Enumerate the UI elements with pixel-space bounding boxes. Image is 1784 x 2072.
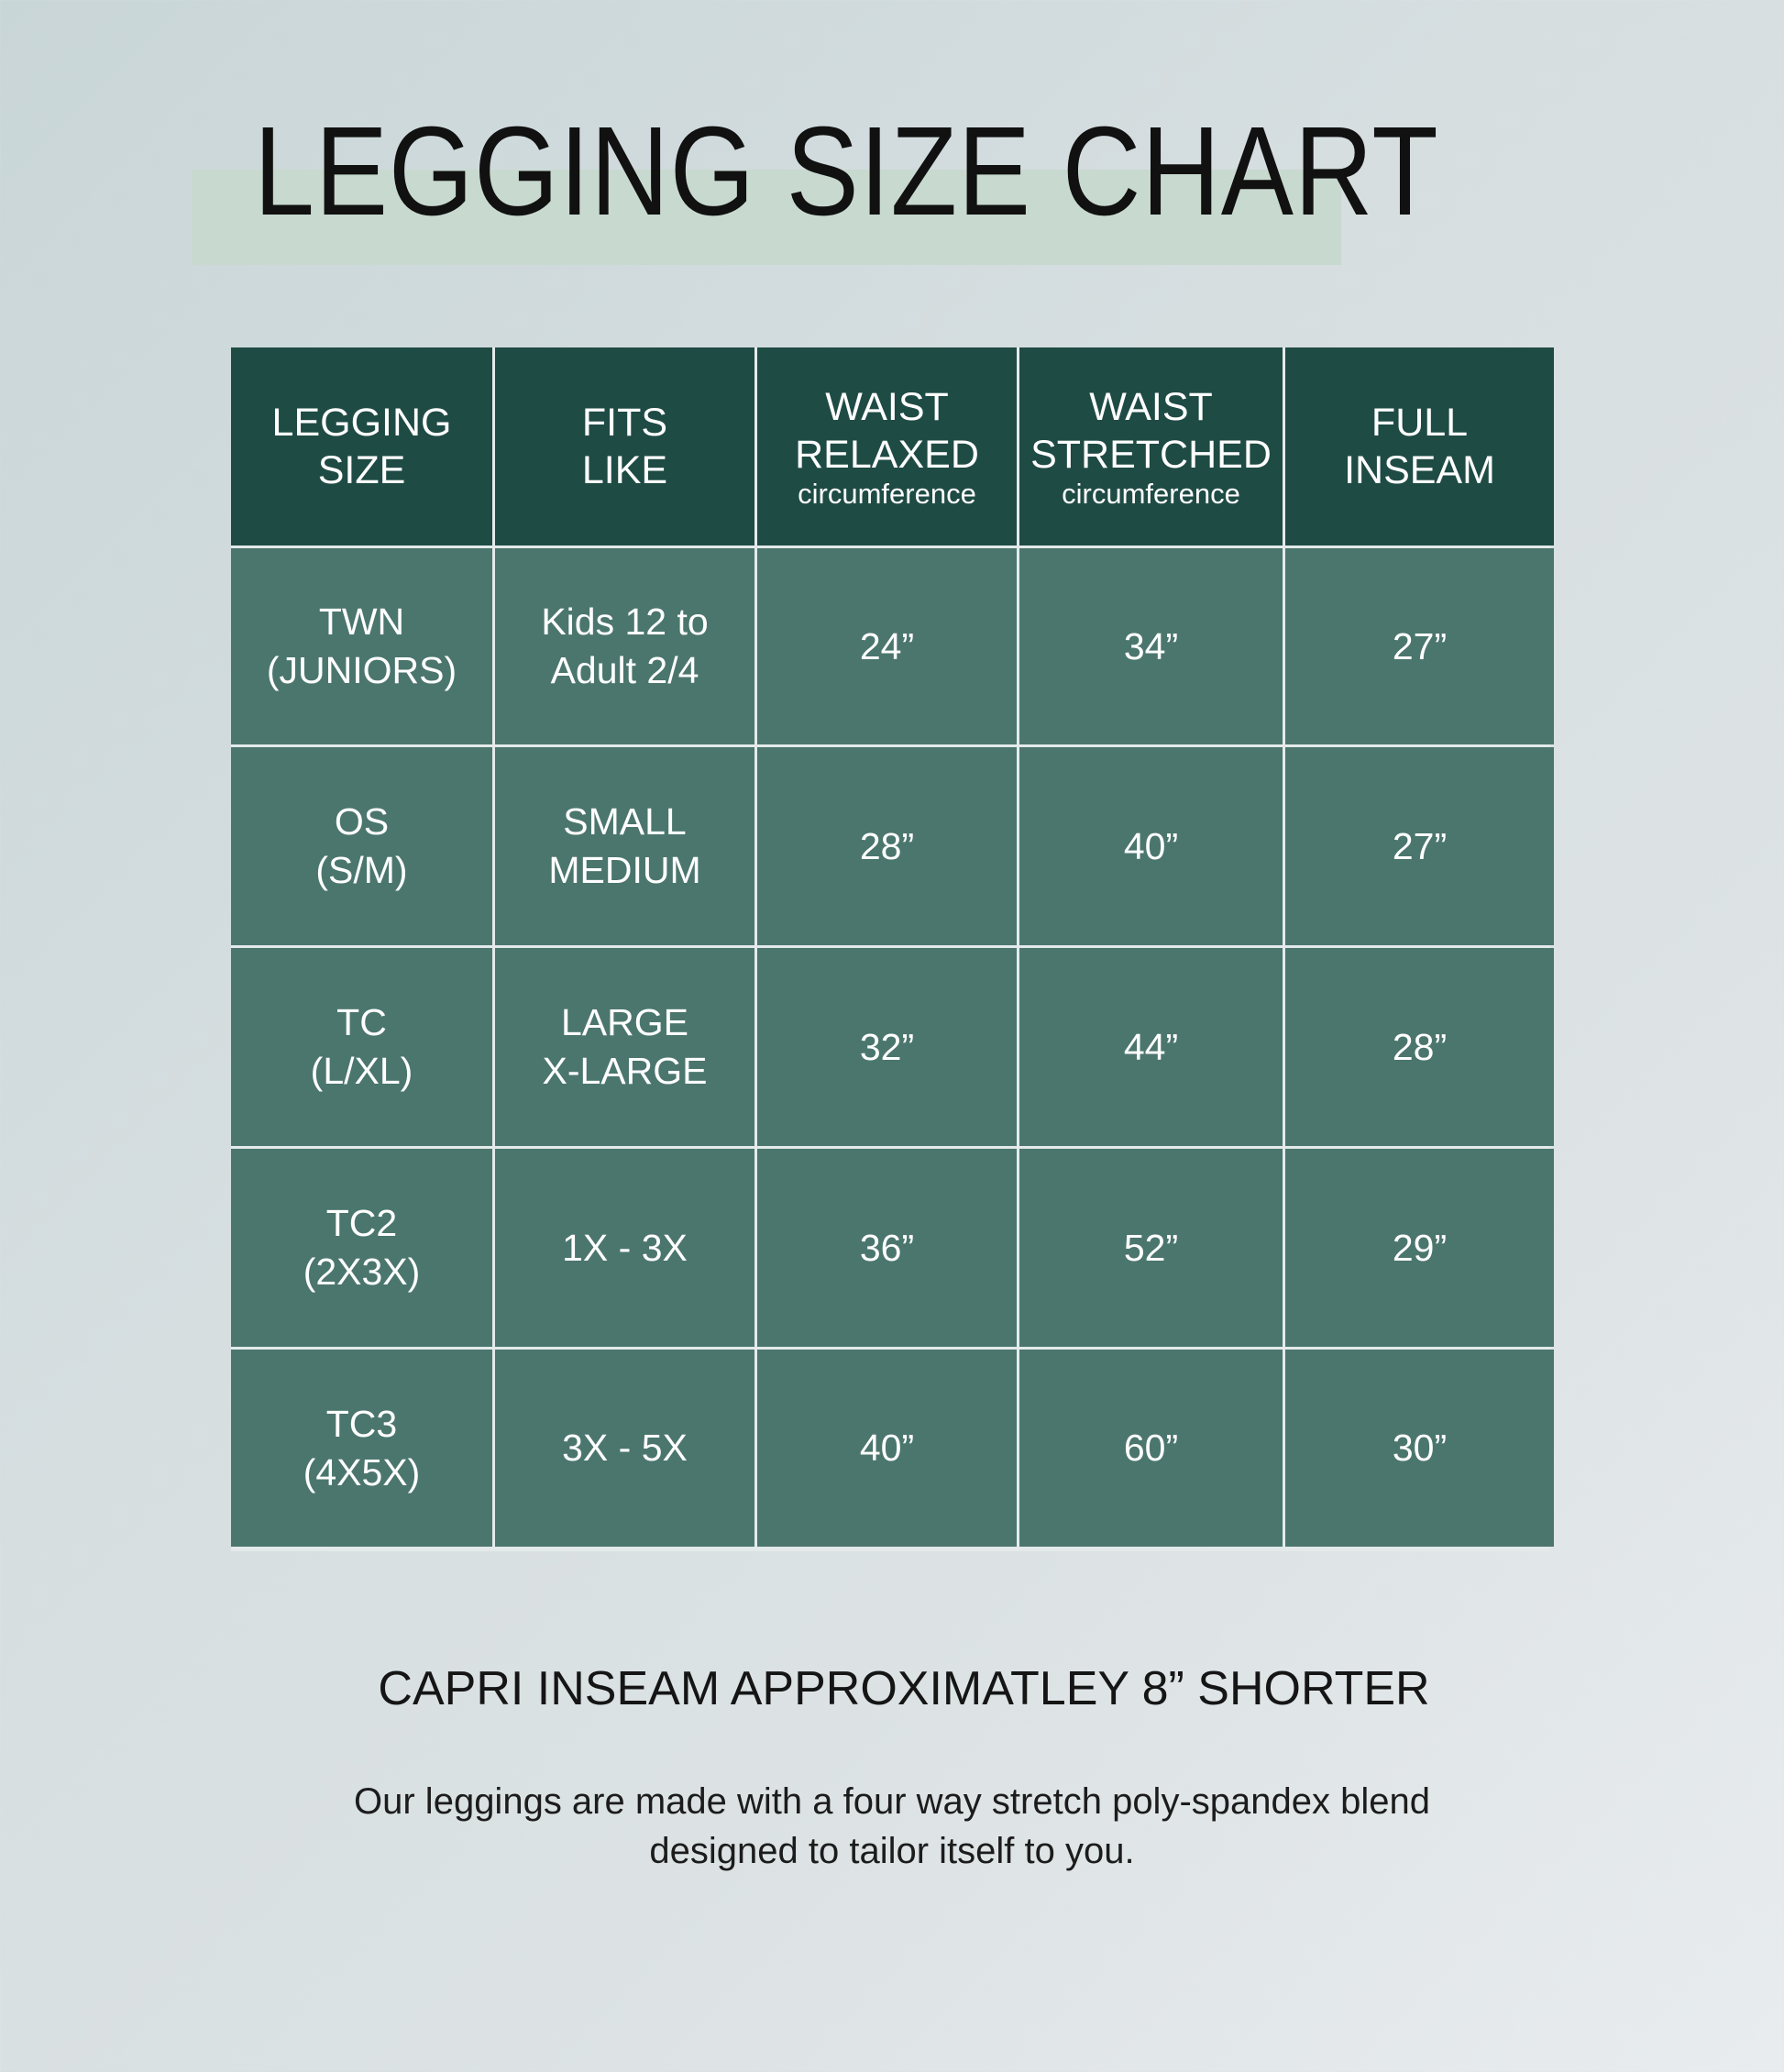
header-fits-like: FITS LIKE [495,347,754,546]
cell-legging-size-text: (4X5X) [303,1450,421,1493]
cell-fits-like-text: Kids 12 to [541,601,709,643]
cell-full-inseam-text: 30” [1392,1427,1448,1469]
size-table: LEGGING SIZE FITS LIKE WAIST RELAXED circumfer… [231,347,1554,1551]
cell-fits-like: Kids 12 to Adult 2/4 [495,548,754,744]
header-waist-stretched: WAIST STRETCHED circumference [1019,347,1283,546]
header-legging-size: LEGGING SIZE [231,347,492,546]
title-highlight-bar [192,170,1341,265]
header-waist-stretched-text: circumference [1062,478,1240,510]
cell-full-inseam: 30” [1285,1350,1554,1547]
cell-waist-relaxed-text: 28” [859,824,915,867]
cell-waist-relaxed: 40” [757,1350,1017,1547]
cell-legging-size: TWN (JUNIORS) [231,548,492,744]
cell-waist-relaxed: 28” [757,747,1017,945]
cell-fits-like-text: MEDIUM [548,849,701,891]
cell-full-inseam: 29” [1285,1149,1554,1347]
cell-fits-like-text: 1X - 3X [562,1226,688,1269]
cell-legging-size-text: (2X3X) [303,1251,421,1293]
cell-waist-relaxed: 32” [757,948,1017,1146]
fabric-description: Our leggings are made with a four way st… [0,1777,1784,1876]
cell-fits-like-text: Adult 2/4 [550,649,699,691]
cell-legging-size: TC2 (2X3X) [231,1149,492,1347]
page-title: LEGGING SIZE CHART [254,101,1439,242]
cell-legging-size-text: TC [336,1001,387,1043]
header-fits-like-text: FITS [581,401,668,445]
cell-waist-stretched-text: 60” [1123,1427,1179,1469]
cell-fits-like-text: LARGE [561,1001,688,1043]
cell-legging-size: OS (S/M) [231,747,492,945]
cell-fits-like: SMALL MEDIUM [495,747,754,945]
cell-waist-stretched: 52” [1019,1149,1283,1347]
cell-waist-stretched-text: 40” [1123,824,1179,867]
cell-waist-stretched-text: 44” [1123,1025,1179,1068]
cell-legging-size-text: (JUNIORS) [266,649,457,691]
header-waist-relaxed-text: WAIST [825,385,949,429]
description-line-2: designed to tailor itself to you. [649,1831,1135,1871]
cell-fits-like-text: X-LARGE [542,1050,708,1092]
cell-full-inseam-text: 28” [1392,1025,1448,1068]
cell-full-inseam-text: 27” [1392,824,1448,867]
cell-waist-relaxed-text: 24” [859,624,915,667]
cell-legging-size-text: OS [334,800,390,843]
header-waist-relaxed: WAIST RELAXED circumference [757,347,1017,546]
cell-waist-stretched: 40” [1019,747,1283,945]
cell-legging-size: TC (L/XL) [231,948,492,1146]
capri-note: CAPRI INSEAM APPROXIMATLEY 8” SHORTER [378,1662,1430,1715]
cell-full-inseam: 27” [1285,747,1554,945]
cell-fits-like-text: 3X - 5X [562,1427,688,1469]
cell-legging-size-text: (S/M) [315,849,408,891]
description-line-1: Our leggings are made with a four way st… [354,1781,1430,1822]
header-waist-relaxed-text: circumference [798,478,976,510]
cell-fits-like-text: SMALL [563,800,687,843]
cell-waist-relaxed-text: 32” [859,1025,915,1068]
cell-fits-like: 1X - 3X [495,1149,754,1347]
cell-full-inseam-text: 29” [1392,1226,1448,1269]
header-legging-size-text: SIZE [317,448,406,492]
cell-full-inseam-text: 27” [1392,624,1448,667]
cell-waist-stretched-text: 52” [1123,1226,1179,1269]
cell-waist-relaxed-text: 40” [859,1427,915,1469]
cell-waist-relaxed-text: 36” [859,1226,915,1269]
cell-fits-like: 3X - 5X [495,1350,754,1547]
header-fits-like-text: LIKE [581,448,668,492]
cell-waist-stretched: 44” [1019,948,1283,1146]
cell-waist-relaxed: 24” [757,548,1017,744]
cell-full-inseam: 27” [1285,548,1554,744]
header-waist-relaxed-text: RELAXED [795,433,979,477]
cell-legging-size-text: (L/XL) [310,1050,413,1092]
header-legging-size-text: LEGGING [271,401,452,445]
cell-legging-size: TC3 (4X5X) [231,1350,492,1547]
cell-legging-size-text: TWN [318,601,405,643]
cell-waist-stretched: 34” [1019,548,1283,744]
cell-legging-size-text: TC2 [325,1202,398,1244]
cell-fits-like: LARGE X-LARGE [495,948,754,1146]
cell-waist-relaxed: 36” [757,1149,1017,1347]
header-full-inseam-text: INSEAM [1344,448,1495,492]
header-waist-stretched-text: STRETCHED [1030,433,1272,477]
header-full-inseam: FULL INSEAM [1285,347,1554,546]
cell-full-inseam: 28” [1285,948,1554,1146]
header-waist-stretched-text: WAIST [1089,385,1213,429]
header-full-inseam-text: FULL [1371,401,1469,445]
cell-legging-size-text: TC3 [325,1402,398,1445]
cell-waist-stretched: 60” [1019,1350,1283,1547]
cell-waist-stretched-text: 34” [1123,624,1179,667]
